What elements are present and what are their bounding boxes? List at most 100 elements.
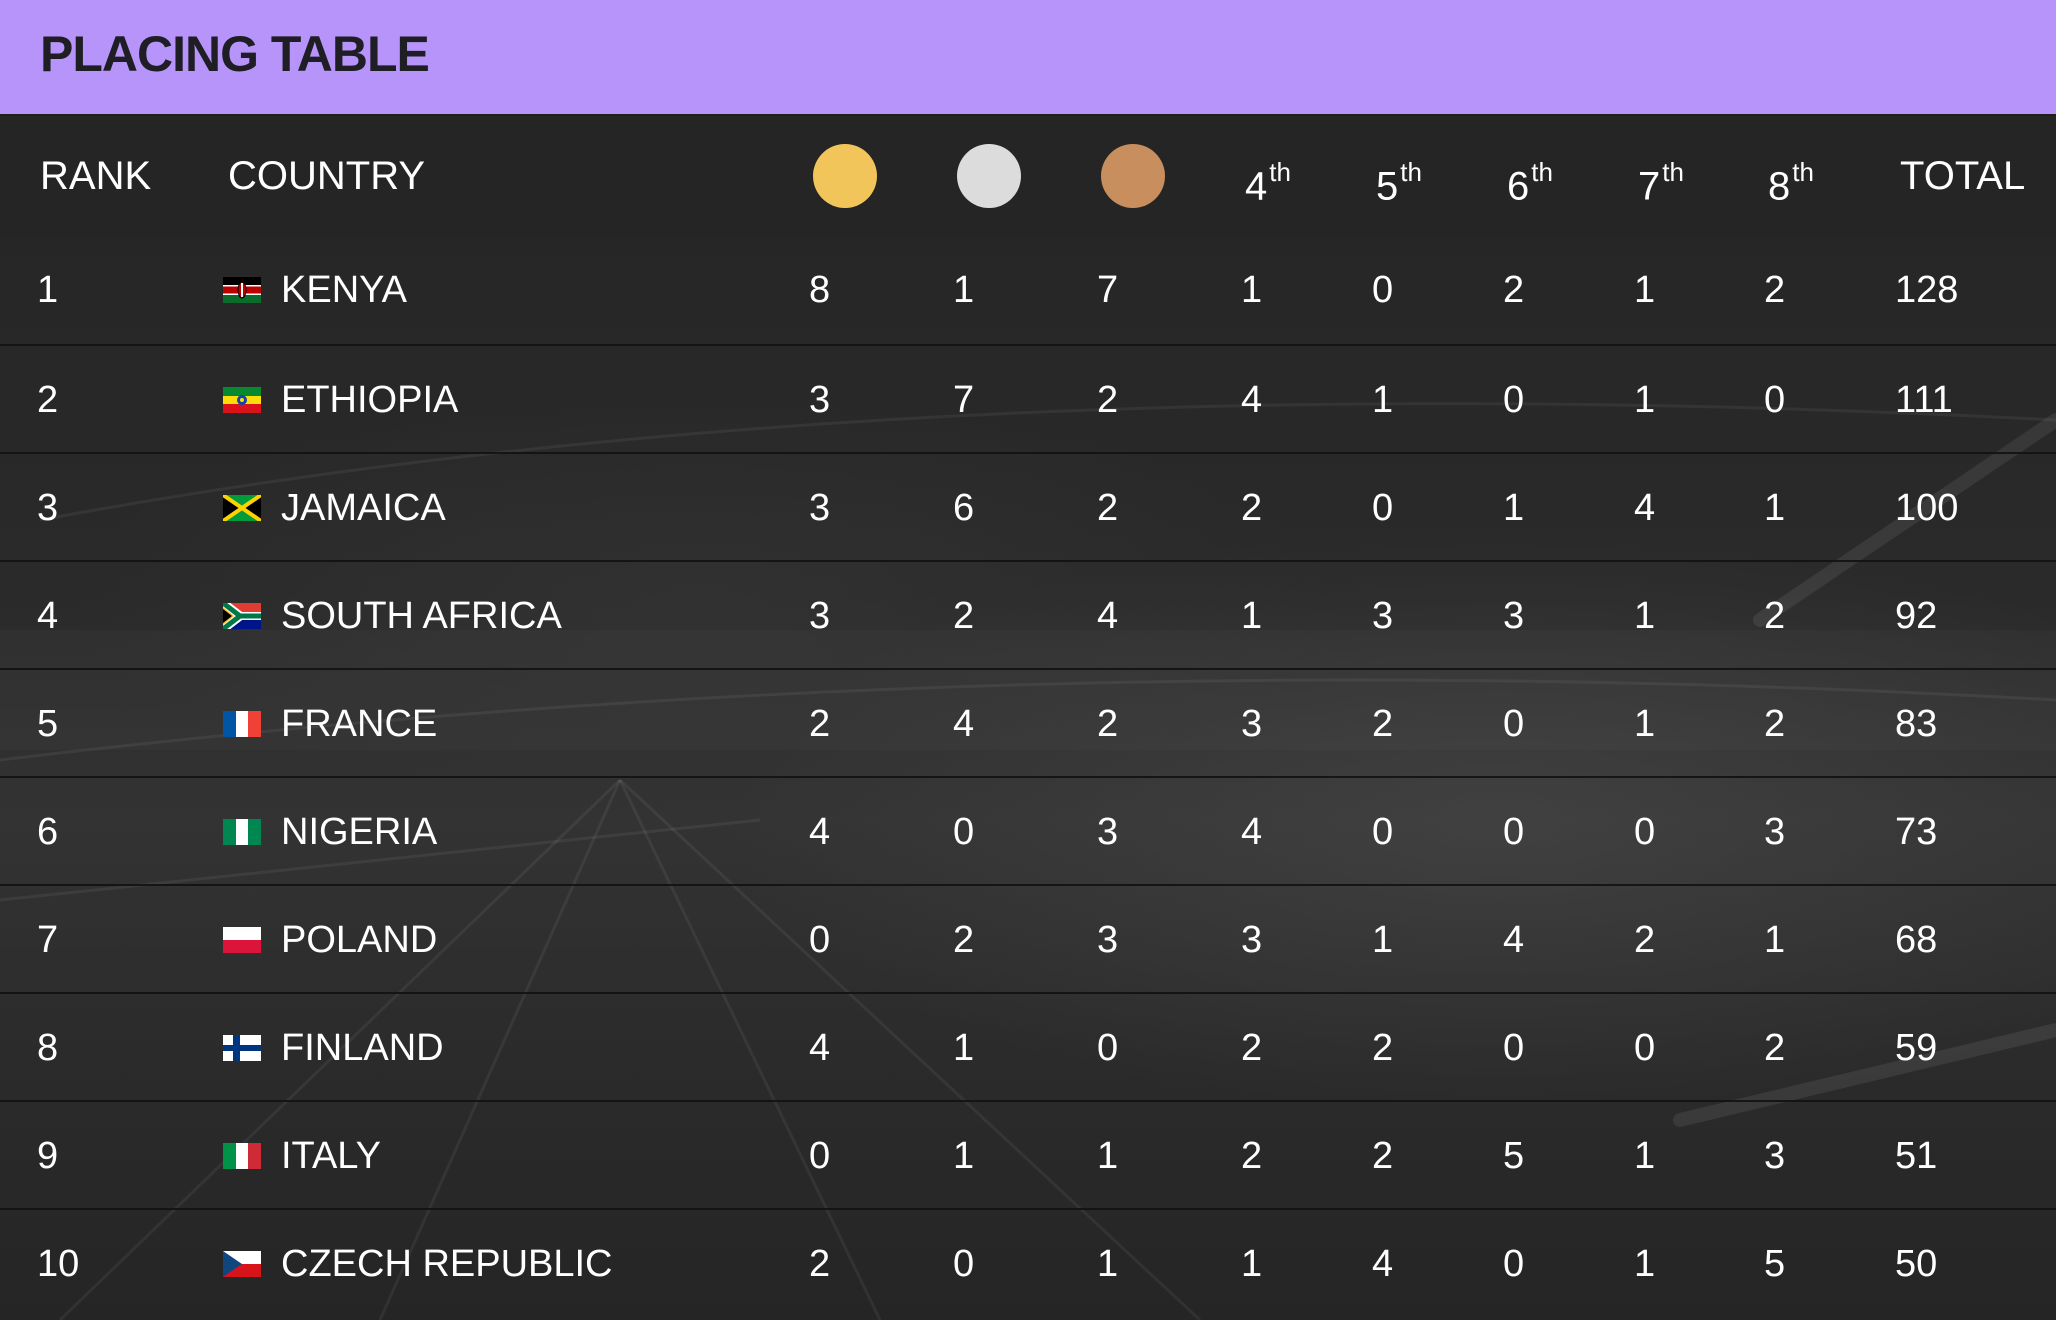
- fourth-place-cell: 2: [1241, 1027, 1263, 1069]
- seventh-place-cell: 0: [1634, 811, 1656, 853]
- eighth-place-cell: 2: [1764, 703, 1786, 745]
- table-row: 1 KENYA 8 1 7 1 0 2 1 2 128: [0, 236, 2056, 346]
- table-row: 8 FINLAND 4 1 0 2 2 0 0 2 59: [0, 994, 2056, 1102]
- total-cell: 111: [1895, 379, 1953, 421]
- country-name: POLAND: [281, 919, 438, 961]
- fifth-place-column-header: 5th: [1376, 157, 1422, 209]
- gold-count-cell: 3: [809, 487, 831, 529]
- south-africa-flag-icon: [223, 603, 261, 629]
- table-row: 10 CZECH REPUBLIC 2 0 1 1 4 0 1 5 50: [0, 1210, 2056, 1318]
- total-cell: 68: [1895, 919, 1938, 961]
- country-name: ITALY: [281, 1135, 381, 1177]
- bronze-count-cell: 1: [1097, 1135, 1119, 1177]
- fourth-place-cell: 1: [1241, 595, 1263, 637]
- seventh-place-cell: 1: [1634, 595, 1656, 637]
- silver-count-cell: 6: [953, 487, 975, 529]
- fifth-place-cell: 4: [1372, 1243, 1394, 1285]
- bronze-count-cell: 7: [1097, 269, 1119, 311]
- sixth-place-cell: 0: [1503, 811, 1525, 853]
- bronze-count-cell: 2: [1097, 703, 1119, 745]
- eighth-place-cell: 3: [1764, 811, 1786, 853]
- bronze-count-cell: 3: [1097, 919, 1119, 961]
- seventh-place-cell: 1: [1634, 1243, 1656, 1285]
- rank-cell: 8: [37, 1027, 59, 1069]
- sixth-place-column-header: 6th: [1507, 157, 1553, 209]
- fifth-place-cell: 2: [1372, 1135, 1394, 1177]
- jamaica-flag-icon: [223, 495, 261, 521]
- rank-cell: 10: [37, 1243, 80, 1285]
- ethiopia-flag-icon: [223, 387, 261, 413]
- bronze-count-cell: 4: [1097, 595, 1119, 637]
- nigeria-flag-icon: [223, 819, 261, 845]
- fifth-place-cell: 2: [1372, 703, 1394, 745]
- table-row: 6 NIGERIA 4 0 3 4 0 0 0 3 73: [0, 778, 2056, 886]
- fourth-place-cell: 2: [1241, 487, 1263, 529]
- bronze-count-cell: 0: [1097, 1027, 1119, 1069]
- table-row: 3 JAMAICA 3 6 2 2 0 1 4 1 100: [0, 454, 2056, 562]
- silver-count-cell: 0: [953, 811, 975, 853]
- gold-medal-icon: [813, 144, 877, 208]
- fifth-place-cell: 1: [1372, 379, 1394, 421]
- rank-cell: 1: [37, 269, 59, 311]
- eighth-place-cell: 5: [1764, 1243, 1786, 1285]
- seventh-place-cell: 1: [1634, 703, 1656, 745]
- sixth-place-cell: 0: [1503, 1243, 1525, 1285]
- eighth-place-cell: 1: [1764, 919, 1786, 961]
- country-name: NIGERIA: [281, 811, 438, 853]
- sixth-place-cell: 5: [1503, 1135, 1525, 1177]
- country-name: FRANCE: [281, 703, 438, 745]
- gold-count-cell: 4: [809, 1027, 831, 1069]
- rank-cell: 5: [37, 703, 59, 745]
- fifth-place-cell: 0: [1372, 269, 1394, 311]
- rank-cell: 2: [37, 379, 59, 421]
- country-name: ETHIOPIA: [281, 379, 459, 421]
- fourth-place-cell: 3: [1241, 919, 1263, 961]
- country-name: KENYA: [281, 269, 408, 311]
- country-name: FINLAND: [281, 1027, 444, 1069]
- fourth-place-column-header: 4th: [1245, 157, 1291, 209]
- silver-count-cell: 1: [953, 1135, 975, 1177]
- country-name: JAMAICA: [281, 487, 446, 529]
- gold-count-cell: 3: [809, 379, 831, 421]
- rank-cell: 3: [37, 487, 59, 529]
- seventh-place-cell: 1: [1634, 379, 1656, 421]
- seventh-place-cell: 1: [1634, 269, 1656, 311]
- gold-count-cell: 0: [809, 1135, 831, 1177]
- finland-flag-icon: [223, 1035, 261, 1061]
- gold-count-cell: 0: [809, 919, 831, 961]
- table-row: 4 SOUTH AFRICA 3 2 4 1 3 3 1: [0, 562, 2056, 670]
- france-flag-icon: [223, 711, 261, 737]
- fourth-place-cell: 4: [1241, 379, 1263, 421]
- bronze-count-cell: 1: [1097, 1243, 1119, 1285]
- gold-count-cell: 3: [809, 595, 831, 637]
- sixth-place-cell: 0: [1503, 379, 1525, 421]
- table-header-bar: PLACING TABLE: [0, 0, 2056, 116]
- total-cell: 128: [1895, 269, 1959, 311]
- total-cell: 100: [1895, 487, 1959, 529]
- seventh-place-cell: 1: [1634, 1135, 1656, 1177]
- eighth-place-cell: 0: [1764, 379, 1786, 421]
- total-column-header: TOTAL: [1900, 154, 2026, 198]
- sixth-place-cell: 1: [1503, 487, 1525, 529]
- seventh-place-cell: 4: [1634, 487, 1656, 529]
- bronze-medal-icon: [1101, 144, 1165, 208]
- fifth-place-cell: 0: [1372, 811, 1394, 853]
- sixth-place-cell: 4: [1503, 919, 1525, 961]
- silver-count-cell: 2: [953, 919, 975, 961]
- fifth-place-cell: 3: [1372, 595, 1394, 637]
- rank-column-header: RANK: [40, 154, 152, 198]
- table-row: 5 FRANCE 2 4 2 3 2 0 1 2 83: [0, 670, 2056, 778]
- fourth-place-cell: 3: [1241, 703, 1263, 745]
- table-row: 9 ITALY 0 1 1 2 2 5 1 3 51: [0, 1102, 2056, 1210]
- silver-count-cell: 4: [953, 703, 975, 745]
- table-row: 7 POLAND 0 2 3 3 1 4 2 1 68: [0, 886, 2056, 994]
- silver-count-cell: 0: [953, 1243, 975, 1285]
- fourth-place-cell: 4: [1241, 811, 1263, 853]
- fourth-place-cell: 2: [1241, 1135, 1263, 1177]
- total-cell: 59: [1895, 1027, 1938, 1069]
- silver-count-cell: 1: [953, 269, 975, 311]
- italy-flag-icon: [223, 1143, 261, 1169]
- gold-count-cell: 2: [809, 1243, 831, 1285]
- rank-cell: 4: [37, 595, 59, 637]
